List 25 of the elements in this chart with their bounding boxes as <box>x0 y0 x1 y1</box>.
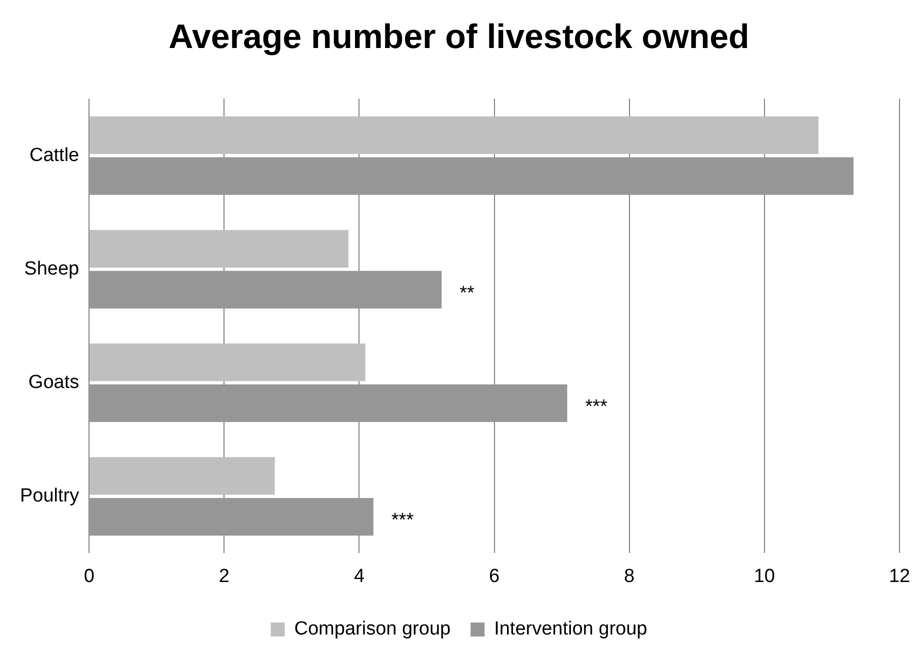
x-tick-label: 6 <box>488 566 500 587</box>
legend-label: Comparison group <box>294 618 451 640</box>
annotation: ** <box>460 282 476 304</box>
bar <box>90 230 348 268</box>
y-tick-label: Goats <box>28 372 80 394</box>
chart-title: Average number of livestock owned <box>168 18 750 56</box>
legend-label: Intervention group <box>494 618 648 640</box>
bar <box>90 344 366 382</box>
bar <box>90 457 275 495</box>
y-tick-label: Cattle <box>29 144 80 166</box>
bar <box>90 384 568 422</box>
y-tick-label: Poultry <box>20 486 80 507</box>
bar <box>90 157 854 195</box>
x-tick-label: 2 <box>218 566 230 587</box>
y-tick-label: Sheep <box>24 258 80 280</box>
x-tick-label: 10 <box>754 566 775 587</box>
annotation: *** <box>391 510 414 532</box>
x-tick-label: 12 <box>888 566 910 587</box>
annotation: *** <box>585 396 608 418</box>
x-tick-label: 4 <box>354 566 365 587</box>
bar <box>90 270 442 308</box>
bar <box>90 116 818 154</box>
bar <box>90 498 374 536</box>
x-tick-label: 8 <box>624 566 635 587</box>
x-tick-label: 0 <box>84 566 94 587</box>
